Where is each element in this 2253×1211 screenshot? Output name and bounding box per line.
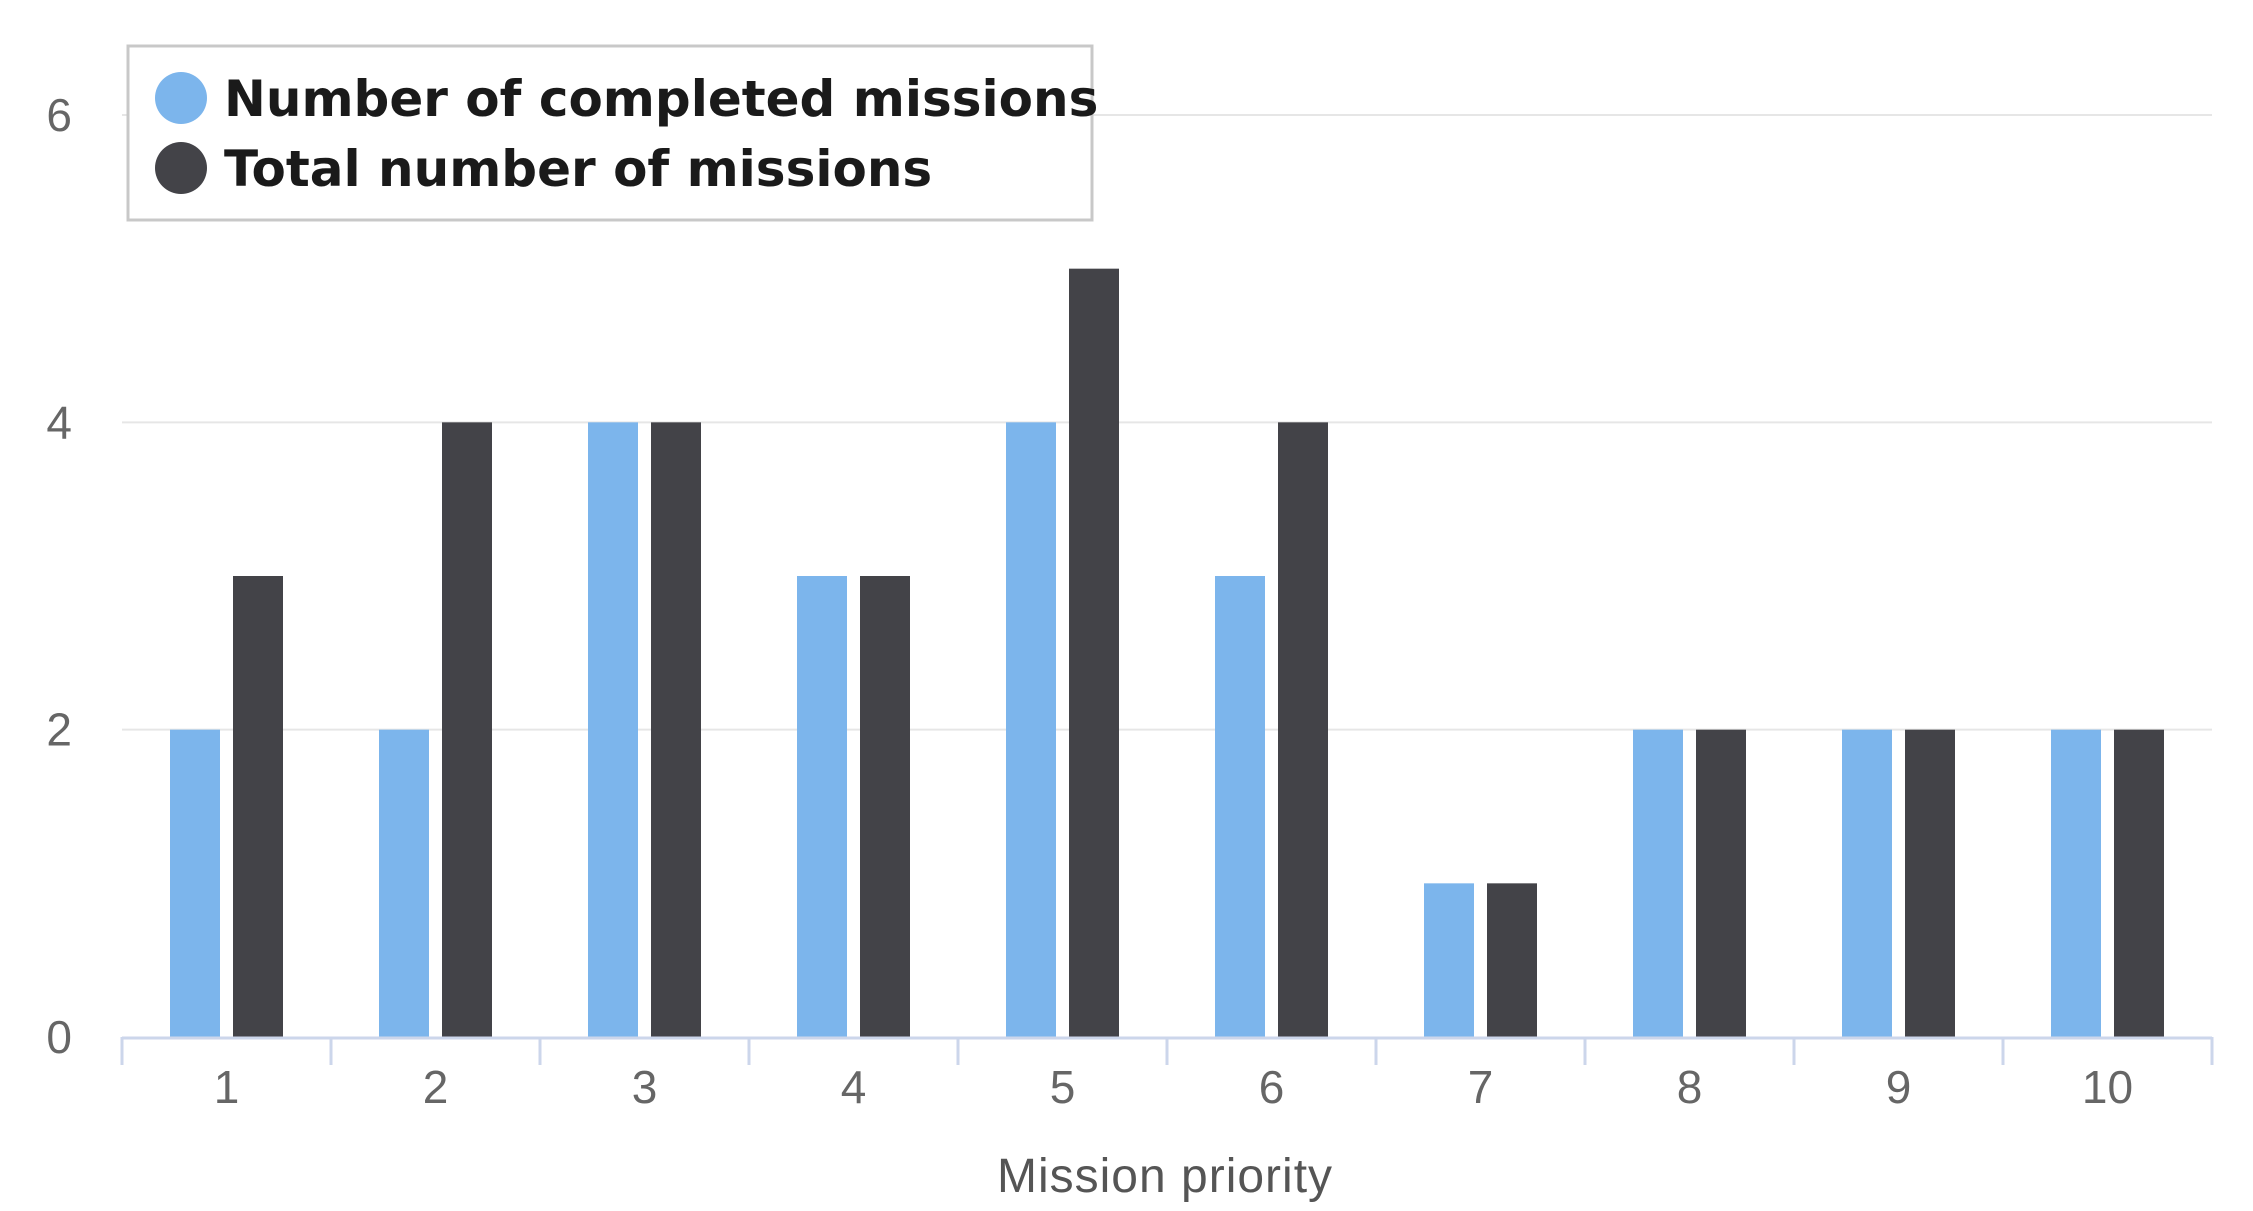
bar-completed-10[interactable] [2051, 729, 2101, 1037]
x-tick-label: 9 [1886, 1061, 1912, 1113]
y-axis: 0 2 4 6 [46, 89, 72, 1063]
bar-total-8[interactable] [1696, 729, 1746, 1037]
bar-completed-5[interactable] [1006, 422, 1056, 1037]
bar-completed-2[interactable] [379, 729, 429, 1037]
bar-total-6[interactable] [1278, 422, 1328, 1037]
bar-total-3[interactable] [651, 422, 701, 1037]
y-tick-label: 0 [46, 1011, 72, 1063]
bar-completed-3[interactable] [588, 422, 638, 1037]
bar-completed-7[interactable] [1424, 883, 1474, 1037]
y-tick-label: 2 [46, 704, 72, 756]
legend-item-label[interactable]: Total number of missions [224, 140, 932, 198]
bar-total-10[interactable] [2114, 729, 2164, 1037]
legend-marker [155, 142, 207, 194]
x-tick-label: 8 [1677, 1061, 1703, 1113]
x-axis-title: Mission priority [997, 1150, 1333, 1203]
x-tick-label: 6 [1259, 1061, 1285, 1113]
y-tick-label: 6 [46, 89, 72, 141]
legend-marker [155, 72, 207, 124]
bar-total-5[interactable] [1069, 268, 1119, 1038]
x-tick-label: 5 [1050, 1061, 1076, 1113]
x-tick-label: 2 [423, 1061, 449, 1113]
bar-completed-9[interactable] [1842, 729, 1892, 1037]
bar-total-7[interactable] [1487, 883, 1537, 1037]
x-tick-label: 4 [841, 1061, 867, 1113]
y-tick-label: 4 [46, 396, 72, 448]
bar-total-9[interactable] [1905, 729, 1955, 1037]
bar-completed-8[interactable] [1633, 729, 1683, 1037]
x-tick-label: 7 [1468, 1061, 1494, 1113]
bar-completed-6[interactable] [1215, 576, 1265, 1037]
x-axis: 1 2 3 4 5 6 7 8 9 10 [120, 1036, 2214, 1113]
bar-total-4[interactable] [860, 576, 910, 1037]
x-tick-label: 3 [632, 1061, 658, 1113]
bars [170, 268, 2164, 1038]
bar-completed-4[interactable] [797, 576, 847, 1037]
legend-item-label[interactable]: Number of completed missions [224, 70, 1098, 128]
bar-completed-1[interactable] [170, 729, 220, 1037]
legend-box [126, 44, 1094, 222]
bar-total-2[interactable] [442, 422, 492, 1037]
x-tick-label: 1 [214, 1061, 240, 1113]
legend[interactable]: Number of completed missions Total number… [126, 44, 1098, 222]
bar-total-1[interactable] [233, 576, 283, 1037]
x-tick-label: 10 [2082, 1061, 2133, 1113]
